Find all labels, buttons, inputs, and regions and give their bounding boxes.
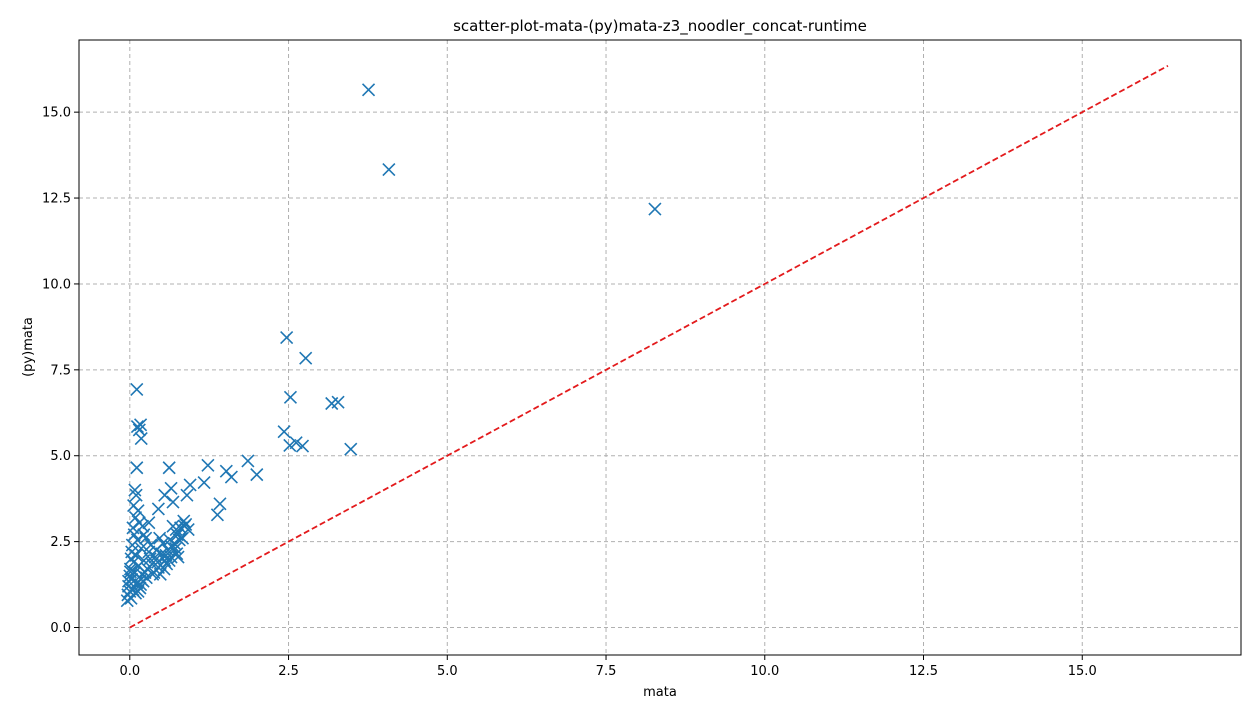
data-point-x-marker (142, 516, 156, 530)
y-tick-label: 12.5 (42, 192, 71, 207)
y-tick-label: 2.5 (50, 535, 71, 550)
data-point-x-marker (166, 495, 180, 509)
data-point-x-marker (120, 594, 134, 608)
data-point-x-marker (295, 439, 310, 453)
data-point-x-marker (344, 442, 358, 456)
x-axis-title: mata (643, 685, 677, 700)
x-tick-label: 5.0 (437, 664, 458, 679)
data-point-x-marker (134, 431, 148, 446)
data-point-x-marker (134, 418, 148, 432)
data-point-x-marker (169, 523, 183, 537)
data-point-x-marker (210, 508, 224, 522)
data-point-x-marker (146, 567, 160, 581)
data-point-x-marker (134, 572, 148, 586)
data-point-x-marker (299, 351, 313, 365)
data-point-x-marker (197, 475, 211, 490)
x-tick-label: 7.5 (596, 664, 617, 679)
data-point-x-marker (163, 533, 177, 547)
data-point-x-marker (151, 502, 165, 516)
data-point-x-marker (131, 504, 145, 518)
x-tick-label: 15.0 (1068, 664, 1097, 679)
y-tick-label: 7.5 (50, 363, 71, 378)
y-axis-ticks: 0.0 2.5 5.0 7.5 10.0 12.5 15.0 (42, 106, 79, 636)
data-point-x-marker (283, 390, 298, 404)
data-point-x-marker (132, 423, 146, 437)
data-point-x-marker (277, 425, 291, 439)
data-point-x-marker (175, 531, 190, 545)
x-tick-label: 10.0 (750, 664, 779, 679)
data-point-x-marker (130, 382, 144, 396)
chart-title: scatter-plot-mata-(py)mata-z3_noodler_co… (453, 17, 867, 36)
data-point-x-marker (159, 548, 173, 562)
data-point-x-marker (134, 541, 148, 556)
y-tick-label: 0.0 (50, 621, 71, 636)
data-point-x-marker (361, 83, 376, 97)
data-point-x-marker (280, 330, 294, 345)
data-point-x-marker (137, 528, 151, 542)
y-tick-label: 15.0 (42, 106, 71, 121)
data-point-x-marker (128, 483, 142, 497)
data-point-x-marker (168, 541, 183, 556)
data-point-x-marker (250, 468, 264, 482)
data-point-x-marker (129, 488, 143, 502)
data-points (120, 83, 662, 608)
data-point-x-marker (162, 461, 176, 475)
data-point-x-marker (158, 488, 172, 502)
x-tick-label: 2.5 (278, 664, 299, 679)
plot-frame (78, 39, 1242, 656)
data-point-x-marker (131, 584, 145, 599)
data-point-x-marker (123, 565, 137, 579)
y-axis-title: (py)mata (21, 317, 36, 377)
data-point-x-marker (224, 470, 238, 484)
data-point-x-marker (331, 395, 345, 409)
grid-lines (79, 40, 1241, 655)
data-point-x-marker (144, 538, 158, 552)
data-point-x-marker (138, 565, 152, 580)
data-point-x-marker (241, 454, 255, 468)
data-point-x-marker (180, 488, 194, 502)
x-tick-label: 12.5 (909, 664, 938, 679)
data-point-x-marker (139, 531, 153, 545)
data-point-x-marker (289, 436, 303, 450)
data-point-x-marker (177, 519, 191, 533)
data-point-x-marker (130, 461, 144, 475)
data-point-x-marker (130, 419, 144, 434)
data-point-x-marker (157, 562, 171, 576)
x-tick-label: 0.0 (119, 664, 140, 679)
data-point-x-marker (171, 550, 185, 564)
data-point-x-marker (135, 567, 149, 581)
diagonal-reference-line (129, 64, 1169, 629)
data-point-x-marker (648, 202, 662, 216)
data-point-x-marker (382, 162, 396, 177)
data-point-x-marker (143, 552, 157, 566)
data-point-x-marker (213, 497, 227, 511)
y-tick-label: 5.0 (50, 449, 71, 464)
y-tick-label: 10.0 (42, 277, 71, 292)
data-point-x-marker (201, 458, 215, 472)
reference-line-layer (129, 64, 1169, 629)
data-point-x-marker (183, 478, 197, 492)
x-axis-ticks: 0.0 2.5 5.0 7.5 10.0 12.5 15.0 (119, 655, 1097, 679)
